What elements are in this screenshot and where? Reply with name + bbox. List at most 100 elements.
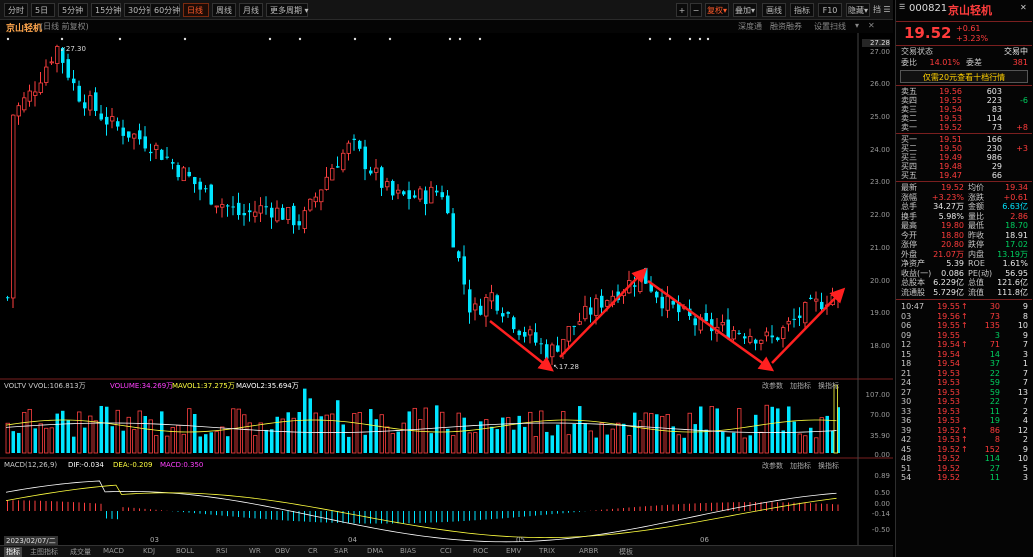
chevron-down-icon[interactable]: ▾ <box>855 21 860 30</box>
window-icon[interactable]: 挡 <box>873 5 881 14</box>
indicator-tab[interactable]: ARBR <box>579 547 599 555</box>
vol-switch-indicator[interactable]: 换指标 <box>818 382 839 390</box>
tick-time: 45 <box>901 444 912 454</box>
stat-value: 19.80 <box>941 221 964 230</box>
indicator-button[interactable]: 指标 <box>790 3 814 17</box>
close-icon[interactable]: ✕ <box>1020 3 1027 12</box>
indicator-tab[interactable]: 模板 <box>619 548 633 556</box>
indicator-tab[interactable]: WR <box>249 547 261 555</box>
macd-add-indicator[interactable]: 加指标 <box>790 462 811 470</box>
volume-bar <box>369 409 373 453</box>
f10-button[interactable]: F10 <box>818 3 842 17</box>
indicator-tab[interactable]: KDJ <box>143 547 156 555</box>
volume-bar <box>72 436 76 453</box>
stat-label: 涨幅 <box>901 192 917 202</box>
tab-period-1[interactable]: 分时 <box>4 3 28 17</box>
indicator-tab[interactable]: BIAS <box>400 547 417 555</box>
event-dot <box>478 37 482 41</box>
zoom-in-button[interactable]: + <box>676 3 688 17</box>
tick-row: 30 19.53 22 7 <box>896 397 1032 407</box>
bid-row[interactable]: 买三 19.49 986 <box>896 153 1032 163</box>
indicator-tab[interactable]: 主图指标 <box>30 548 58 556</box>
weibi-row: 委比 14.01% 委差 381 <box>896 58 1032 68</box>
indicator-tab[interactable]: BOLL <box>176 547 194 555</box>
tick-volume: 8 <box>994 435 1000 444</box>
candle-body <box>786 320 791 325</box>
indicator-tab[interactable]: 成交量 <box>70 548 91 556</box>
tab-period-6[interactable]: 60分钟 <box>150 3 180 17</box>
indicator-tab[interactable]: SAR <box>334 547 349 555</box>
bid-row[interactable]: 买五 19.47 66 <box>896 171 1032 181</box>
ask-price: 19.56 <box>939 87 962 96</box>
vol-add-indicator[interactable]: 加指标 <box>790 382 811 390</box>
event-dot <box>458 37 462 41</box>
list-icon[interactable]: ☰ <box>899 3 906 11</box>
ask-row[interactable]: 卖二 19.53 114 <box>896 114 1032 124</box>
stat-label: 净资产 <box>901 259 925 268</box>
ask-row[interactable]: 卖一 19.52 73 +8 <box>896 123 1032 133</box>
candle-body <box>38 82 43 93</box>
indicator-tab[interactable]: CR <box>308 547 318 555</box>
tab-more-periods[interactable]: 更多周期 ▾ <box>266 3 309 17</box>
candle-body <box>770 335 774 338</box>
tab-period-3[interactable]: 5分钟 <box>58 3 88 17</box>
candle-body <box>380 167 384 188</box>
ask-row[interactable]: 卖三 19.54 83 <box>896 105 1032 115</box>
bid-row[interactable]: 买一 19.51 166 <box>896 135 1032 145</box>
close-icon[interactable]: ✕ <box>868 21 875 30</box>
level2-promo-link[interactable]: 仅需20元查看十档行情 <box>900 70 1028 83</box>
bid-label: 买三 <box>901 153 917 162</box>
tick-row: 18 19.54 37 1 <box>896 359 1032 369</box>
indicator-tab[interactable]: OBV <box>275 547 290 555</box>
ask-volume: 223 <box>986 96 1002 105</box>
indicator-tab[interactable]: CCI <box>440 547 452 555</box>
tab-period-monthly[interactable]: 月线 <box>239 3 263 17</box>
tick-count: 1 <box>1022 359 1028 368</box>
indicator-tab[interactable]: RSI <box>216 547 228 555</box>
tab-period-daily[interactable]: 日线 <box>183 3 209 17</box>
stat-label: 最低 <box>968 221 984 230</box>
ask-row[interactable]: 卖五 19.56 603 <box>896 87 1032 97</box>
rights-dropdown[interactable]: 复权▾ <box>705 3 729 17</box>
bid-row[interactable]: 买四 19.48 29 <box>896 162 1032 172</box>
overlay-dropdown[interactable]: 叠加▾ <box>733 3 757 17</box>
stat-label: 均价 <box>968 183 984 192</box>
candle-body <box>110 116 115 122</box>
vol-edit-params[interactable]: 改参数 <box>762 382 783 390</box>
quote-header: ☰ 000821 京山轻机 ✕ <box>896 0 1032 22</box>
margin-link[interactable]: 融资融券 <box>770 22 802 31</box>
indicator-tab[interactable]: DMA <box>367 547 384 555</box>
bid-row[interactable]: 买二 19.50 230 +3 <box>896 144 1032 154</box>
bid-price: 19.50 <box>939 144 962 153</box>
tab-period-weekly[interactable]: 周线 <box>212 3 236 17</box>
kline-chart[interactable] <box>0 33 893 545</box>
arrow-up-icon: ↑ <box>961 302 968 311</box>
indicator-tab[interactable]: TRIX <box>539 547 555 555</box>
stock-code: 000821 <box>909 3 948 14</box>
macd-edit-params[interactable]: 改参数 <box>762 462 783 470</box>
indicator-tab[interactable]: ROC <box>473 547 489 555</box>
depth-link[interactable]: 深度通 <box>738 22 762 31</box>
tick-price: 19.53 <box>937 397 960 406</box>
ask-row[interactable]: 卖四 19.55 223 -6 <box>896 96 1032 106</box>
macd-switch-indicator[interactable]: 换指标 <box>818 462 839 470</box>
bid-price: 19.47 <box>939 171 962 180</box>
volume-bar <box>220 426 225 454</box>
indicator-tab[interactable]: 指标 <box>4 547 22 557</box>
settings-link[interactable]: 设置扫线 <box>814 22 846 31</box>
menu-icon[interactable]: ☰ <box>883 5 891 14</box>
draw-line-button[interactable]: 画线 <box>762 3 786 17</box>
candle-body <box>776 337 780 341</box>
zoom-out-button[interactable]: − <box>690 3 702 17</box>
stat-label: 流值 <box>968 287 984 297</box>
candle-body <box>176 165 180 178</box>
hide-button[interactable]: 隐藏▾ <box>846 3 870 17</box>
tab-period-4[interactable]: 15分钟 <box>91 3 121 17</box>
indicator-tab[interactable]: EMV <box>506 547 522 555</box>
stat-label: 总股本 <box>901 278 925 287</box>
macd-series <box>5 480 839 543</box>
stat-label: 总手 <box>901 202 917 211</box>
ask-change: -6 <box>1020 96 1028 105</box>
tab-period-2[interactable]: 5日 <box>31 3 55 17</box>
indicator-tab[interactable]: MACD <box>103 547 124 555</box>
